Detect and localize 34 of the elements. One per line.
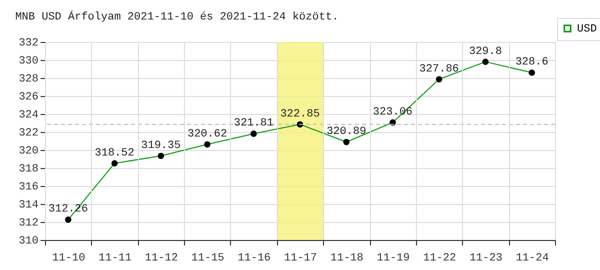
data-label: 320.62 — [187, 128, 228, 140]
y-tick-label: 318 — [18, 164, 38, 176]
y-tick-label: 332 — [18, 38, 38, 50]
legend-label: USD — [577, 24, 598, 36]
x-tick-label: 11-10 — [52, 252, 86, 264]
y-tick-label: 326 — [18, 92, 38, 104]
y-tick-label: 316 — [18, 182, 38, 194]
x-tick-label: 11-15 — [191, 252, 224, 264]
x-tick-label: 11-19 — [376, 252, 410, 264]
data-label: 321.81 — [234, 118, 274, 130]
data-label: 319.35 — [141, 140, 181, 152]
x-tick-label: 11-12 — [144, 252, 178, 264]
x-tick-label: 11-22 — [423, 252, 456, 264]
data-label: 318.52 — [94, 147, 134, 160]
x-tick-label: 11-17 — [284, 252, 318, 264]
x-tick-label: 11-24 — [516, 252, 550, 264]
y-tick-label: 312 — [18, 218, 38, 230]
x-tick-label: 11-11 — [98, 252, 132, 264]
y-tick-label: 324 — [18, 110, 39, 122]
y-tick-label: 320 — [18, 146, 38, 158]
data-label: 322.85 — [280, 108, 320, 120]
x-tick-label: 11-18 — [330, 252, 364, 264]
x-tick-label: 11-23 — [469, 252, 502, 264]
data-label: 328.6 — [515, 56, 548, 69]
y-tick-label: 310 — [18, 236, 38, 248]
y-tick-label: 314 — [18, 200, 39, 212]
chart-title: MNB USD Árfolyam 2021-11-10 és 2021-11-24 között. — [15, 10, 339, 24]
x-tick-label: 11-16 — [238, 252, 271, 264]
y-tick-label: 330 — [18, 56, 38, 68]
y-tick-label: 322 — [18, 128, 38, 140]
y-tick-label: 328 — [18, 74, 38, 86]
data-label: 329.8 — [468, 46, 502, 58]
data-label: 327.86 — [419, 63, 459, 76]
data-label: 320.89 — [326, 126, 366, 138]
